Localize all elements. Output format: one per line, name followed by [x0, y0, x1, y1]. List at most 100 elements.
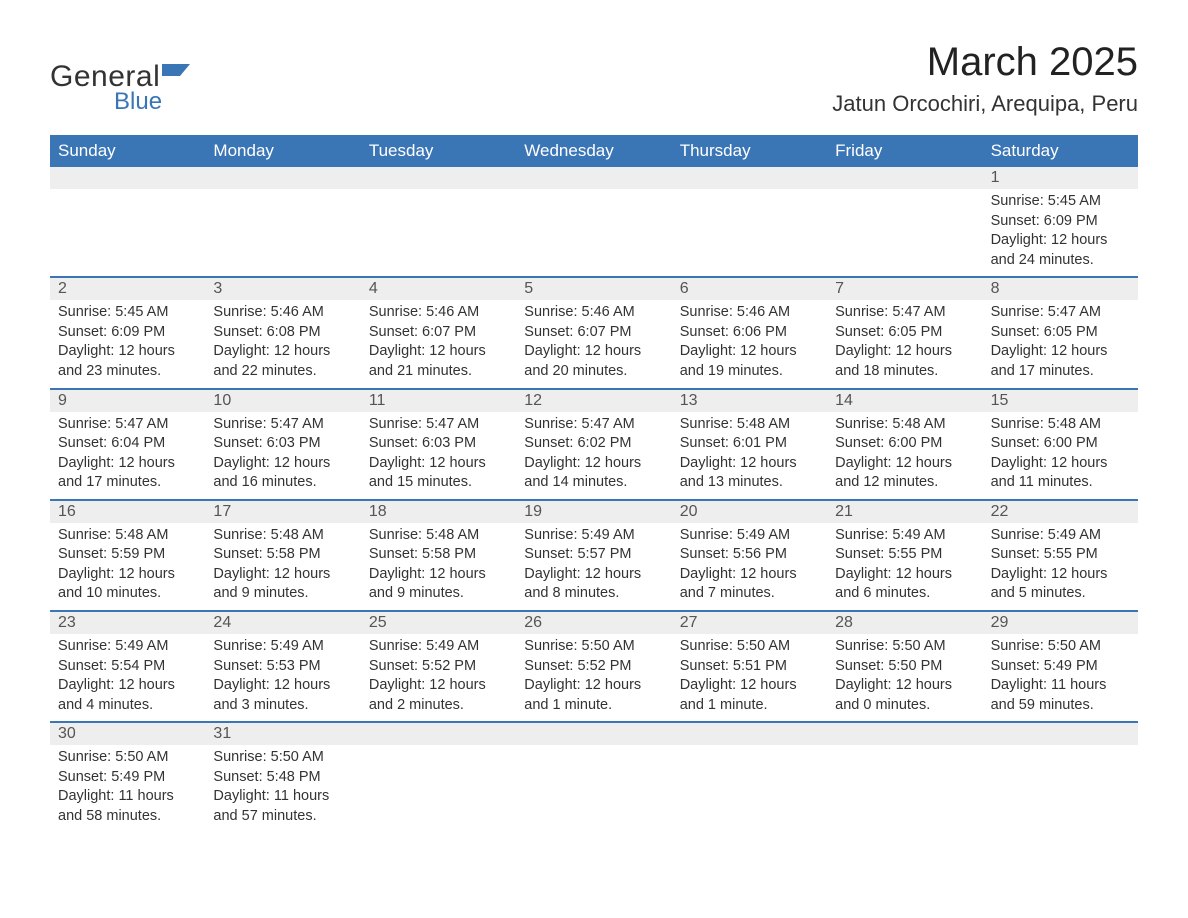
daylight-line: Daylight: 12 hours and 17 minutes.	[991, 342, 1130, 381]
day-number: 7	[835, 280, 844, 297]
daylight-line: Daylight: 12 hours and 10 minutes.	[58, 565, 197, 604]
calendar-cell: 25Sunrise: 5:49 AMSunset: 5:52 PMDayligh…	[361, 612, 516, 721]
calendar-week: 9Sunrise: 5:47 AMSunset: 6:04 PMDaylight…	[50, 390, 1138, 501]
day-of-week: Tuesday	[361, 135, 516, 167]
sunrise-line: Sunrise: 5:49 AM	[213, 637, 352, 657]
calendar-cell: 8Sunrise: 5:47 AMSunset: 6:05 PMDaylight…	[983, 278, 1138, 387]
daylight-line: Daylight: 12 hours and 21 minutes.	[369, 342, 508, 381]
day-number: 27	[680, 614, 698, 631]
sunrise-line: Sunrise: 5:49 AM	[991, 526, 1130, 546]
sunrise-line: Sunrise: 5:48 AM	[835, 415, 974, 435]
sunrise-line: Sunrise: 5:45 AM	[58, 303, 197, 323]
day-number: 21	[835, 503, 853, 520]
day-number: 18	[369, 503, 387, 520]
day-of-week: Monday	[205, 135, 360, 167]
sunrise-line: Sunrise: 5:48 AM	[680, 415, 819, 435]
calendar-cell: 28Sunrise: 5:50 AMSunset: 5:50 PMDayligh…	[827, 612, 982, 721]
day-number-row: 23	[50, 612, 205, 634]
daylight-line: Daylight: 12 hours and 15 minutes.	[369, 454, 508, 493]
daylight-line: Daylight: 12 hours and 24 minutes.	[991, 231, 1130, 270]
sunrise-line: Sunrise: 5:48 AM	[58, 526, 197, 546]
sunset-line: Sunset: 5:49 PM	[991, 657, 1130, 677]
calendar-cell: 11Sunrise: 5:47 AMSunset: 6:03 PMDayligh…	[361, 390, 516, 499]
sunset-line: Sunset: 5:52 PM	[524, 657, 663, 677]
day-number-row: 30	[50, 723, 205, 745]
cell-body	[361, 189, 516, 267]
sunset-line: Sunset: 5:52 PM	[369, 657, 508, 677]
day-number-row: 8	[983, 278, 1138, 300]
sunrise-line: Sunrise: 5:50 AM	[680, 637, 819, 657]
sunrise-line: Sunrise: 5:47 AM	[213, 415, 352, 435]
day-number: 2	[58, 280, 67, 297]
daylight-line: Daylight: 12 hours and 18 minutes.	[835, 342, 974, 381]
cell-body: Sunrise: 5:49 AMSunset: 5:57 PMDaylight:…	[516, 523, 671, 610]
sunset-line: Sunset: 6:09 PM	[58, 323, 197, 343]
day-number-row: 15	[983, 390, 1138, 412]
cell-body: Sunrise: 5:48 AMSunset: 6:00 PMDaylight:…	[983, 412, 1138, 499]
cell-body: Sunrise: 5:49 AMSunset: 5:56 PMDaylight:…	[672, 523, 827, 610]
sunset-line: Sunset: 5:51 PM	[680, 657, 819, 677]
day-number-row	[827, 723, 982, 745]
calendar-cell: 1Sunrise: 5:45 AMSunset: 6:09 PMDaylight…	[983, 167, 1138, 276]
day-number-row: 22	[983, 501, 1138, 523]
sunset-line: Sunset: 6:07 PM	[369, 323, 508, 343]
day-number: 9	[58, 392, 67, 409]
daylight-line: Daylight: 12 hours and 17 minutes.	[58, 454, 197, 493]
day-number-row: 25	[361, 612, 516, 634]
cell-body	[672, 745, 827, 823]
daylight-line: Daylight: 12 hours and 7 minutes.	[680, 565, 819, 604]
calendar-cell: 30Sunrise: 5:50 AMSunset: 5:49 PMDayligh…	[50, 723, 205, 832]
day-number-row	[672, 167, 827, 189]
calendar-cell: 5 Sunrise: 5:46 AMSunset: 6:07 PMDaylight…	[516, 278, 671, 387]
sunset-line: Sunset: 6:07 PM	[524, 323, 663, 343]
sunset-line: Sunset: 5:53 PM	[213, 657, 352, 677]
sunrise-line: Sunrise: 5:47 AM	[524, 415, 663, 435]
day-number: 25	[369, 614, 387, 631]
calendar-cell: 16Sunrise: 5:48 AMSunset: 5:59 PMDayligh…	[50, 501, 205, 610]
day-number-row: 18	[361, 501, 516, 523]
daylight-line: Daylight: 12 hours and 11 minutes.	[991, 454, 1130, 493]
calendar-cell: 17Sunrise: 5:48 AMSunset: 5:58 PMDayligh…	[205, 501, 360, 610]
cell-body: Sunrise: 5:46 AMSunset: 6:07 PMDaylight:…	[516, 300, 671, 387]
sunrise-line: Sunrise: 5:49 AM	[835, 526, 974, 546]
cell-body: Sunrise: 5:50 AMSunset: 5:52 PMDaylight:…	[516, 634, 671, 721]
sunrise-line: Sunrise: 5:47 AM	[369, 415, 508, 435]
sunset-line: Sunset: 6:00 PM	[835, 434, 974, 454]
sunset-line: Sunset: 5:55 PM	[835, 545, 974, 565]
daylight-line: Daylight: 12 hours and 1 minute.	[680, 676, 819, 715]
sunset-line: Sunset: 5:58 PM	[369, 545, 508, 565]
calendar-cell: 13Sunrise: 5:48 AMSunset: 6:01 PMDayligh…	[672, 390, 827, 499]
daylight-line: Daylight: 12 hours and 14 minutes.	[524, 454, 663, 493]
day-number-row	[516, 167, 671, 189]
day-number: 22	[991, 503, 1009, 520]
day-number: 20	[680, 503, 698, 520]
sunrise-line: Sunrise: 5:46 AM	[680, 303, 819, 323]
cell-body: Sunrise: 5:45 AMSunset: 6:09 PMDaylight:…	[983, 189, 1138, 276]
daylight-line: Daylight: 12 hours and 9 minutes.	[213, 565, 352, 604]
sunset-line: Sunset: 5:58 PM	[213, 545, 352, 565]
cell-body: Sunrise: 5:46 AMSunset: 6:08 PMDaylight:…	[205, 300, 360, 387]
day-number-row	[672, 723, 827, 745]
sunset-line: Sunset: 5:54 PM	[58, 657, 197, 677]
daylight-line: Daylight: 12 hours and 3 minutes.	[213, 676, 352, 715]
logo-flag-icon	[162, 64, 190, 91]
day-number: 5	[524, 280, 533, 297]
calendar: SundayMondayTuesdayWednesdayThursdayFrid…	[50, 135, 1138, 833]
day-number: 16	[58, 503, 76, 520]
daylight-line: Daylight: 11 hours and 59 minutes.	[991, 676, 1130, 715]
daylight-line: Daylight: 12 hours and 20 minutes.	[524, 342, 663, 381]
day-number-row: 13	[672, 390, 827, 412]
calendar-cell: 2Sunrise: 5:45 AMSunset: 6:09 PMDaylight…	[50, 278, 205, 387]
day-number-row	[50, 167, 205, 189]
cell-body	[827, 745, 982, 823]
cell-body: Sunrise: 5:50 AMSunset: 5:48 PMDaylight:…	[205, 745, 360, 832]
sunset-line: Sunset: 6:03 PM	[369, 434, 508, 454]
cell-body: Sunrise: 5:50 AMSunset: 5:49 PMDaylight:…	[983, 634, 1138, 721]
day-number: 30	[58, 725, 76, 742]
day-number-row: 21	[827, 501, 982, 523]
sunset-line: Sunset: 6:06 PM	[680, 323, 819, 343]
sunrise-line: Sunrise: 5:50 AM	[835, 637, 974, 657]
calendar-cell	[361, 167, 516, 276]
day-number-row: 7	[827, 278, 982, 300]
sunrise-line: Sunrise: 5:48 AM	[213, 526, 352, 546]
